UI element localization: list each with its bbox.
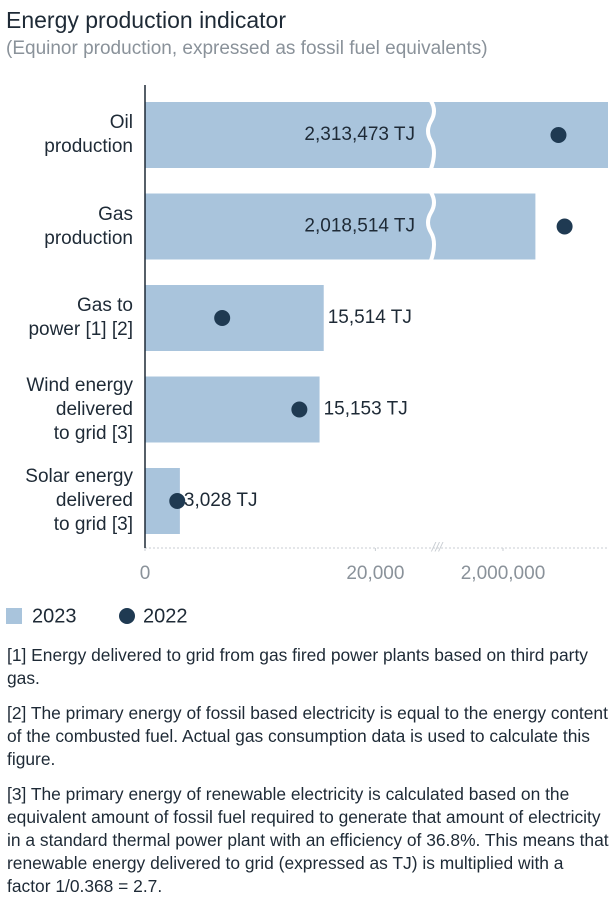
value-label: 3,028 TJ xyxy=(184,490,258,511)
dot xyxy=(214,310,231,326)
bar-break xyxy=(426,99,436,170)
y-tick-label: Gas to power [1] [2] xyxy=(28,295,133,340)
value-label: 2,313,473 TJ xyxy=(304,124,415,145)
value-label: 15,153 TJ xyxy=(324,399,408,420)
legend-label: 2022 xyxy=(143,605,188,627)
footnotes: [1] Energy delivered to grid from gas fi… xyxy=(7,644,611,910)
value-label: 2,018,514 TJ xyxy=(304,216,415,237)
bar xyxy=(145,102,608,168)
x-tick-label: 2,000,000 xyxy=(461,563,546,584)
bar xyxy=(145,376,320,443)
legend-swatch xyxy=(119,608,135,624)
legend-swatch xyxy=(6,608,22,624)
y-tick-label: Wind energy delivered to grid [3] xyxy=(26,374,133,444)
chart: Energy production indicator (Equinor pro… xyxy=(6,7,608,627)
bar xyxy=(145,193,536,260)
y-tick-label: Solar energy delivered to grid [3] xyxy=(25,466,133,535)
dot xyxy=(550,127,567,143)
footnote: [3] The primary energy of renewable elec… xyxy=(7,784,609,896)
y-tick-label: Oil production xyxy=(44,112,133,157)
x-tick-label: 20,000 xyxy=(346,563,404,584)
axis-break: /// xyxy=(431,539,444,554)
chart-subtitle: (Equinor production, expressed as fossil… xyxy=(6,38,488,59)
bar xyxy=(145,285,324,351)
footnote: [1] Energy delivered to grid from gas fi… xyxy=(7,645,588,688)
legend-label: 2023 xyxy=(32,605,77,627)
x-tick-label: 0 xyxy=(140,563,151,584)
dot xyxy=(556,218,573,235)
footnote: [2] The primary energy of fossil based e… xyxy=(7,703,608,769)
chart-title: Energy production indicator xyxy=(6,7,286,33)
bar-break xyxy=(426,191,436,262)
y-tick-label: Gas production xyxy=(44,203,133,249)
dot xyxy=(169,493,186,509)
dot xyxy=(291,401,308,418)
value-label: 15,514 TJ xyxy=(328,307,412,328)
